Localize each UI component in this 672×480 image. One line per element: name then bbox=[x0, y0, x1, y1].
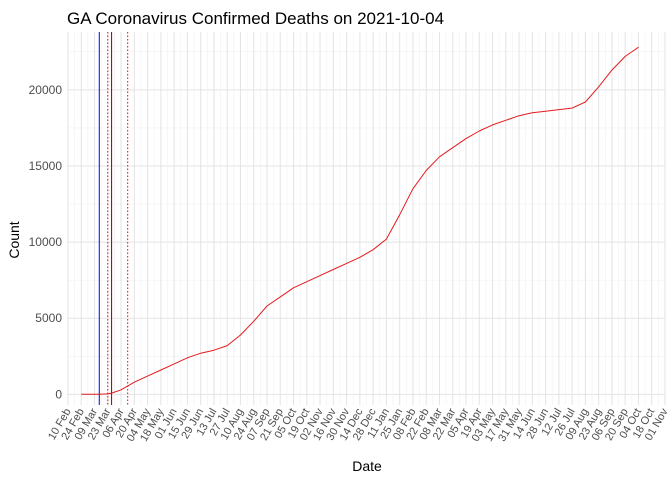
gridlines bbox=[67, 32, 666, 405]
y-tick-label: 0 bbox=[55, 387, 62, 401]
y-tick-label: 20000 bbox=[29, 83, 63, 97]
y-tick-label: 10000 bbox=[29, 235, 63, 249]
series-lines bbox=[81, 46, 639, 395]
chart-title: GA Coronavirus Confirmed Deaths on 2021-… bbox=[67, 9, 444, 28]
x-axis-title: Date bbox=[352, 458, 382, 474]
y-axis-title: Count bbox=[6, 221, 22, 258]
series-line-confirmed-deaths bbox=[81, 46, 639, 395]
y-tick-label: 15000 bbox=[29, 159, 63, 173]
event-lines bbox=[98, 32, 129, 405]
y-axis-ticks: 0 5000 10000 15000 20000 bbox=[29, 83, 63, 401]
y-tick-label: 5000 bbox=[35, 311, 62, 325]
